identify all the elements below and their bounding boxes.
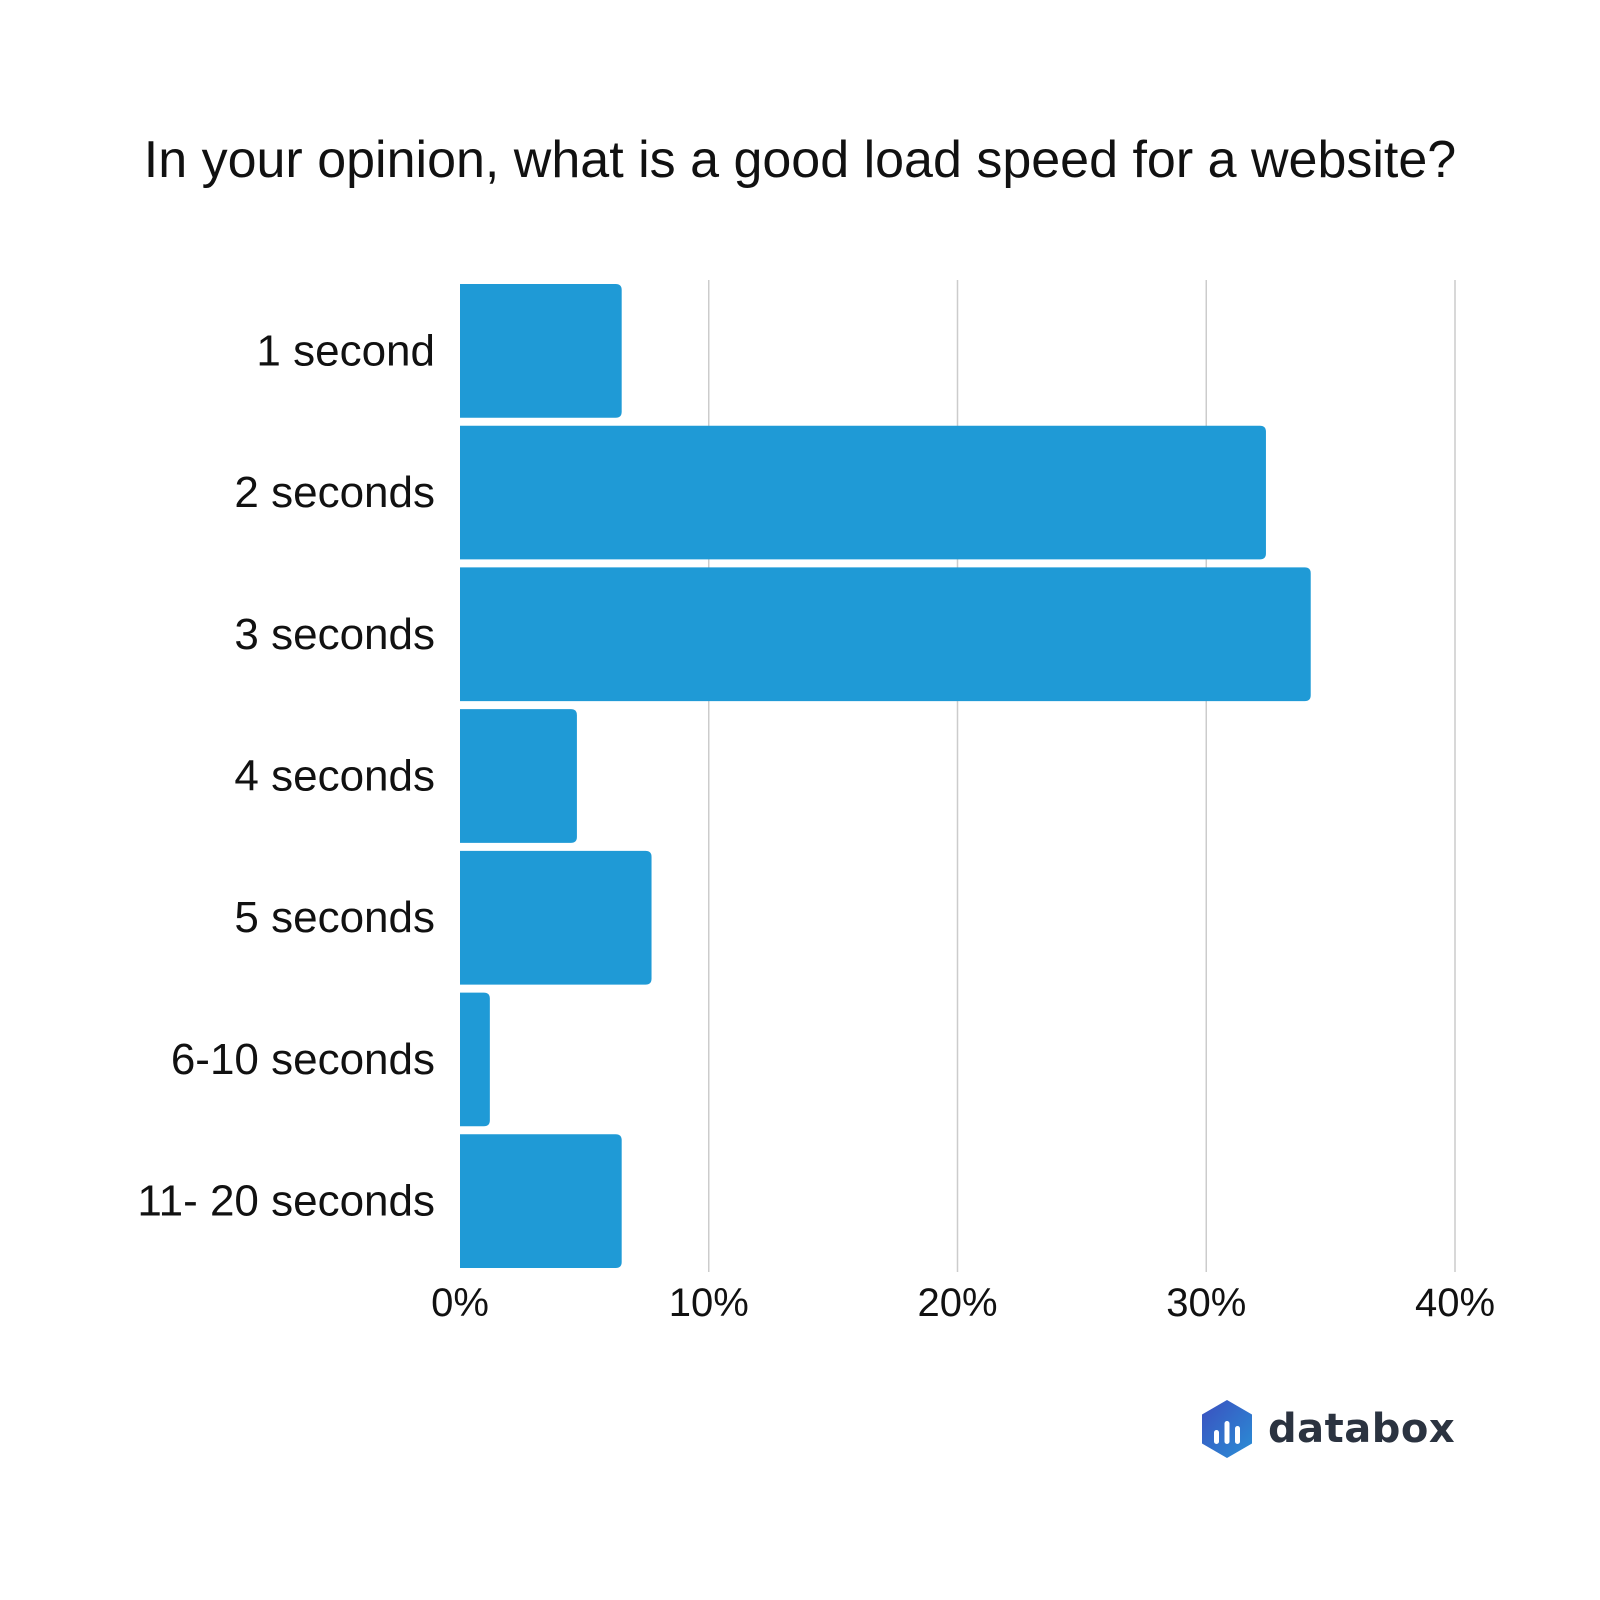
category-labels: 1 second 2 seconds 3 seconds 4 seconds 5 sec… <box>137 326 435 1225</box>
bar <box>460 425 1266 560</box>
category-label: 1 second <box>256 326 435 375</box>
databox-wordmark: databox <box>1268 1406 1456 1452</box>
x-tick-labels: 0% 10% 20% 30% 40% <box>431 1281 1495 1325</box>
chart-title: In your opinion, what is a good load spe… <box>143 131 1457 189</box>
category-label: 2 seconds <box>234 468 435 517</box>
bar <box>460 992 490 1127</box>
databox-logo: databox <box>1200 1398 1455 1460</box>
category-label: 5 seconds <box>234 893 435 942</box>
x-tick-label: 40% <box>1415 1281 1495 1325</box>
x-tick-label: 30% <box>1166 1281 1246 1325</box>
bars <box>460 284 1311 1268</box>
bar <box>460 1134 622 1268</box>
x-tick-label: 20% <box>917 1281 997 1325</box>
bar <box>460 709 577 843</box>
bar <box>460 284 622 418</box>
bar <box>460 567 1311 702</box>
bar <box>460 850 652 985</box>
category-label: 3 seconds <box>234 610 435 659</box>
category-label: 6-10 seconds <box>171 1035 435 1084</box>
x-tick-label: 0% <box>431 1281 489 1325</box>
databox-logo-icon <box>1202 1400 1252 1458</box>
category-label: 11- 20 seconds <box>137 1177 435 1226</box>
x-tick-label: 10% <box>669 1281 749 1325</box>
category-label: 4 seconds <box>234 752 435 801</box>
